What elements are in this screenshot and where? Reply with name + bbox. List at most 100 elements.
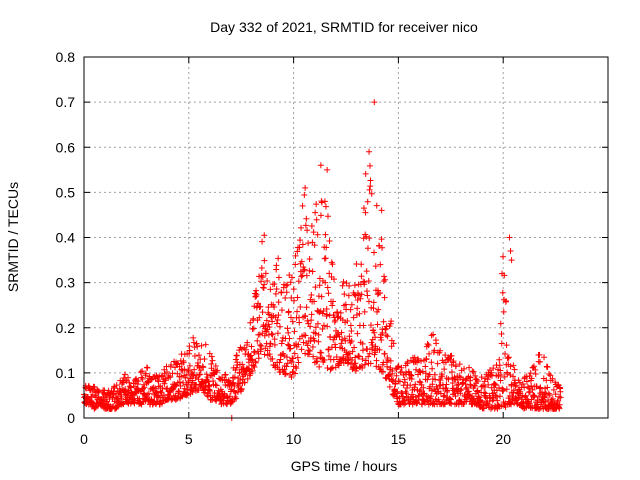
data-point [426, 371, 433, 378]
data-point [554, 397, 561, 404]
data-point [353, 311, 360, 318]
data-point [286, 335, 293, 342]
data-point [173, 361, 180, 368]
data-point [307, 334, 314, 341]
data-point [266, 323, 273, 330]
data-point [271, 341, 278, 348]
data-point [206, 350, 213, 357]
data-point [348, 327, 355, 334]
data-point [120, 400, 127, 407]
data-point [500, 308, 507, 315]
data-point [118, 393, 125, 400]
data-point [271, 304, 278, 311]
data-point [410, 393, 417, 400]
data-point [550, 386, 557, 393]
data-point [283, 354, 290, 361]
data-point [376, 346, 383, 353]
data-point [139, 376, 146, 383]
data-point [293, 365, 300, 372]
data-point [257, 346, 264, 353]
x-axis-title: GPS time / hours [291, 458, 398, 474]
data-point [351, 344, 358, 351]
data-point [208, 353, 215, 360]
data-point [321, 356, 328, 363]
data-point [474, 388, 481, 395]
data-point [510, 373, 517, 380]
data-point [316, 309, 323, 316]
data-point [294, 294, 301, 301]
data-point [557, 388, 564, 395]
data-point [411, 354, 418, 361]
data-point [237, 376, 244, 383]
data-point [373, 357, 380, 364]
data-point [285, 329, 292, 336]
data-point [340, 359, 347, 366]
data-point [303, 215, 310, 222]
data-point [174, 360, 181, 367]
data-point [241, 379, 248, 386]
data-point [481, 378, 488, 385]
data-point [284, 360, 291, 367]
data-point [289, 274, 296, 281]
data-point [456, 361, 463, 368]
data-point [311, 242, 318, 249]
data-point [288, 359, 295, 366]
data-point [283, 363, 290, 370]
data-point [195, 376, 202, 383]
data-point [388, 318, 395, 325]
data-point [325, 352, 332, 359]
data-point [244, 375, 251, 382]
data-point [182, 374, 189, 381]
data-point [425, 342, 432, 349]
data-point [250, 325, 257, 332]
data-point [233, 364, 240, 371]
data-point [501, 272, 508, 279]
data-point [444, 387, 451, 394]
data-point [544, 384, 551, 391]
data-point [259, 274, 266, 281]
data-point [265, 304, 272, 311]
data-point [291, 350, 298, 357]
y-tick-label: 0.3 [56, 275, 76, 291]
chart-title: Day 332 of 2021, SRMTID for receiver nic… [210, 19, 478, 35]
data-point [389, 367, 396, 374]
data-point [285, 308, 292, 315]
data-point [190, 334, 197, 341]
data-point [163, 385, 170, 392]
data-point [498, 331, 505, 338]
data-point [325, 346, 332, 353]
data-point [161, 380, 168, 387]
data-point [377, 261, 384, 268]
data-point [414, 399, 421, 406]
data-point [216, 375, 223, 382]
data-point [326, 270, 333, 277]
data-point [380, 368, 387, 375]
data-point [299, 202, 306, 209]
data-point [412, 381, 419, 388]
data-point [265, 321, 272, 328]
data-point [201, 389, 208, 396]
data-point [359, 364, 366, 371]
data-point [315, 331, 322, 338]
data-point [202, 341, 209, 348]
data-point [226, 393, 233, 400]
data-point [393, 372, 400, 379]
data-point [506, 234, 513, 241]
data-point [454, 376, 461, 383]
data-point [168, 361, 175, 368]
data-point [498, 403, 505, 410]
data-point [401, 379, 408, 386]
data-point [532, 370, 539, 377]
data-point [497, 393, 504, 400]
data-point [471, 382, 478, 389]
data-point [474, 387, 481, 394]
data-point [274, 317, 281, 324]
data-point [488, 372, 495, 379]
data-point [362, 170, 369, 177]
data-point [210, 378, 217, 385]
data-point [325, 346, 332, 353]
data-point [370, 327, 377, 334]
data-point [302, 350, 309, 357]
data-point [195, 386, 202, 393]
data-point [356, 353, 363, 360]
